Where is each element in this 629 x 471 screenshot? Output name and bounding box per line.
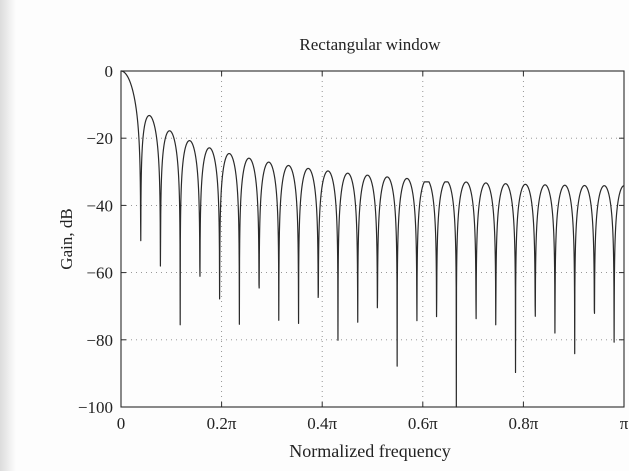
x-tick-label: 0.2π [207, 414, 237, 433]
grid-lines [121, 71, 624, 407]
y-axis-label: Gain, dB [57, 208, 76, 269]
chart-title: Rectangular window [299, 35, 441, 54]
plot-area [120, 70, 625, 408]
x-tick-label: 0.4π [307, 414, 337, 433]
x-tick-label: 0.6π [408, 414, 438, 433]
y-tick-label: −100 [78, 398, 113, 417]
y-tick-label: 0 [105, 62, 114, 81]
x-axis-label: Normalized frequency [289, 441, 450, 461]
y-tick-label: −20 [86, 129, 113, 148]
scan-shadow-edge [0, 0, 16, 471]
x-tick-label: 0.8π [508, 414, 538, 433]
axis-ticks: 0 0.2π 0.4π 0.6π 0.8π π 0 −20 −40 −60 −80 −100 [78, 62, 629, 433]
gain-curve [120, 70, 625, 408]
y-tick-label: −40 [86, 196, 113, 215]
x-tick-label: 0 [117, 414, 126, 433]
x-tick-label: π [620, 414, 629, 433]
y-tick-label: −80 [86, 331, 113, 350]
y-tick-label: −60 [86, 264, 113, 283]
axes-box [120, 70, 625, 408]
